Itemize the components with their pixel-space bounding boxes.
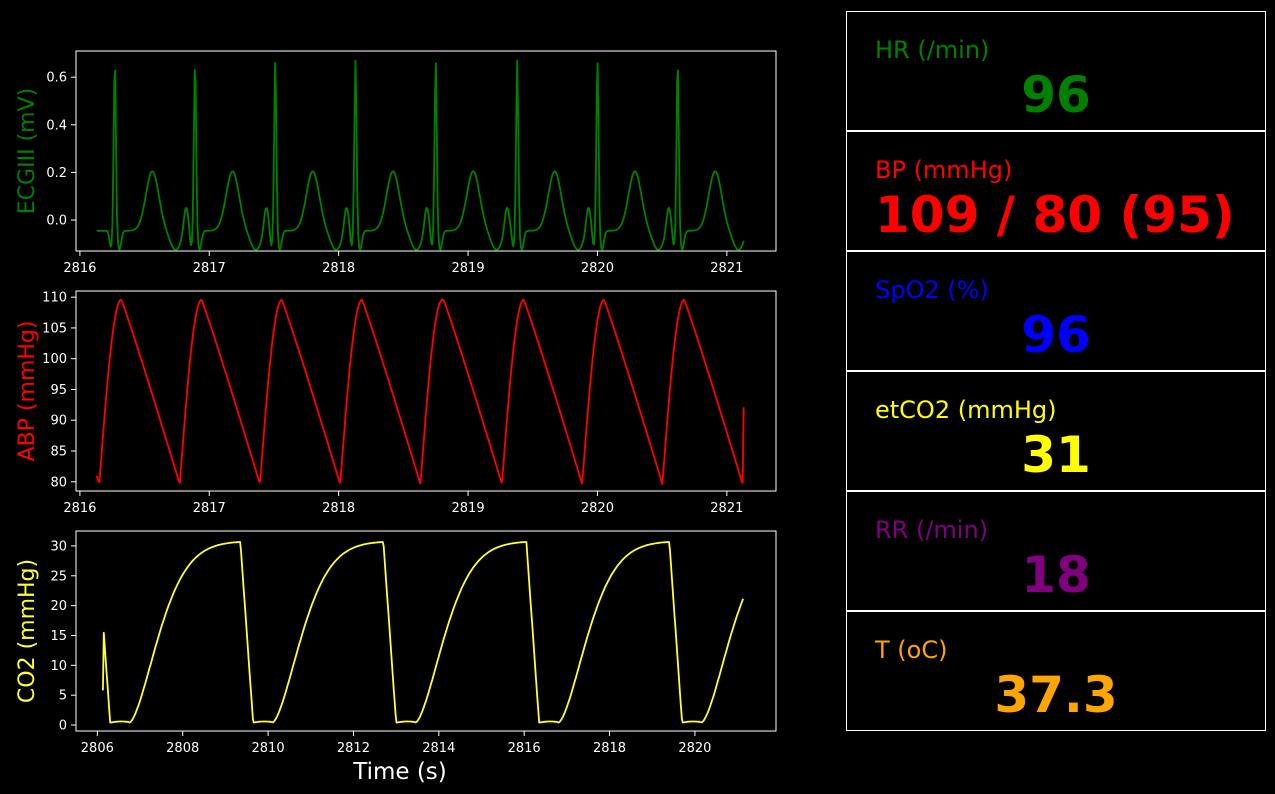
ecg-series-line bbox=[96, 59, 745, 251]
abp-x-tick-label: 2816 bbox=[63, 501, 96, 516]
hr-label: HR (/min) bbox=[875, 36, 990, 64]
ecg-y-tick-label: 0.6 bbox=[46, 71, 67, 86]
temp-value: 37.3 bbox=[994, 666, 1118, 724]
co2-x-tick-label: 2806 bbox=[81, 741, 114, 756]
abp-y-tick-label: 100 bbox=[42, 352, 67, 367]
co2-y-axis-label: CO2 (mmHg) bbox=[15, 559, 40, 703]
co2-y-tick-label: 20 bbox=[50, 599, 67, 614]
co2-x-tick-label: 2816 bbox=[508, 741, 541, 756]
ecg-x-tick-label: 2821 bbox=[710, 261, 743, 276]
bp-value: 109 / 80 (95) bbox=[875, 186, 1235, 244]
ecg-x-tick-label: 2818 bbox=[322, 261, 355, 276]
hr-value: 96 bbox=[1021, 66, 1091, 124]
spo2-value: 96 bbox=[1021, 306, 1091, 364]
ecg-x-tick-label: 2816 bbox=[63, 261, 96, 276]
co2-series-line bbox=[102, 541, 744, 724]
co2-x-tick-label: 2808 bbox=[166, 741, 199, 756]
etco2-value: 31 bbox=[1021, 426, 1091, 484]
co2-y-tick-label: 30 bbox=[50, 539, 67, 554]
ecg-y-tick-label: 0.4 bbox=[46, 118, 67, 133]
bp-panel: BP (mmHg) 109 / 80 (95) bbox=[846, 131, 1266, 251]
co2-x-axis-label: Time (s) bbox=[352, 759, 447, 785]
abp-y-tick-label: 110 bbox=[42, 291, 67, 306]
spo2-panel: SpO2 (%) 96 bbox=[846, 251, 1266, 371]
abp-x-tick-label: 2820 bbox=[581, 501, 614, 516]
ecg-x-tick-label: 2819 bbox=[452, 261, 485, 276]
abp-series-line bbox=[95, 298, 745, 485]
abp-x-tick-label: 2818 bbox=[322, 501, 355, 516]
co2-y-tick-label: 10 bbox=[50, 659, 67, 674]
abp-plot-area bbox=[75, 290, 777, 492]
co2-x-tick-label: 2812 bbox=[337, 741, 370, 756]
abp-x-tick-label: 2819 bbox=[452, 501, 485, 516]
abp-y-tick-label: 85 bbox=[50, 445, 67, 460]
temp-label: T (oC) bbox=[875, 636, 948, 664]
abp-y-tick-label: 90 bbox=[50, 414, 67, 429]
abp-y-axis-label: ABP (mmHg) bbox=[15, 321, 40, 462]
abp-y-tick-label: 80 bbox=[50, 475, 67, 490]
co2-x-tick-label: 2820 bbox=[678, 741, 711, 756]
rr-value: 18 bbox=[1021, 546, 1091, 604]
co2-plot-area bbox=[75, 530, 777, 732]
ecg-x-tick-label: 2817 bbox=[193, 261, 226, 276]
abp-y-tick-label: 95 bbox=[50, 383, 67, 398]
ecg-x-tick-label: 2820 bbox=[581, 261, 614, 276]
co2-x-tick-label: 2818 bbox=[593, 741, 626, 756]
ecg-y-tick-label: 0.2 bbox=[46, 166, 67, 181]
waveform-charts: 2816 2817 2818 2819 2820 2821 0.0 0.2 0.4 0.6 ECGI… bbox=[15, 50, 777, 785]
co2-y-tick-label: 15 bbox=[50, 629, 67, 644]
etco2-panel: etCO2 (mmHg) 31 bbox=[846, 371, 1266, 491]
hr-panel: HR (/min) 96 bbox=[846, 11, 1266, 131]
co2-y-tick-label: 0 bbox=[59, 719, 67, 734]
abp-y-tick-label: 105 bbox=[42, 321, 67, 336]
ecg-y-axis-label: ECGIII (mV) bbox=[15, 88, 40, 214]
ecg-y-tick-label: 0.0 bbox=[46, 214, 67, 229]
co2-y-tick-label: 5 bbox=[59, 689, 67, 704]
etco2-label: etCO2 (mmHg) bbox=[875, 396, 1057, 424]
rr-panel: RR (/min) 18 bbox=[846, 491, 1266, 611]
co2-x-tick-label: 2814 bbox=[422, 741, 455, 756]
co2-y-tick-label: 25 bbox=[50, 569, 67, 584]
abp-x-tick-label: 2821 bbox=[710, 501, 743, 516]
spo2-label: SpO2 (%) bbox=[875, 276, 989, 304]
rr-label: RR (/min) bbox=[875, 516, 989, 544]
bp-label: BP (mmHg) bbox=[875, 156, 1013, 184]
abp-x-tick-label: 2817 bbox=[193, 501, 226, 516]
temp-panel: T (oC) 37.3 bbox=[846, 611, 1266, 731]
co2-x-tick-label: 2810 bbox=[252, 741, 285, 756]
